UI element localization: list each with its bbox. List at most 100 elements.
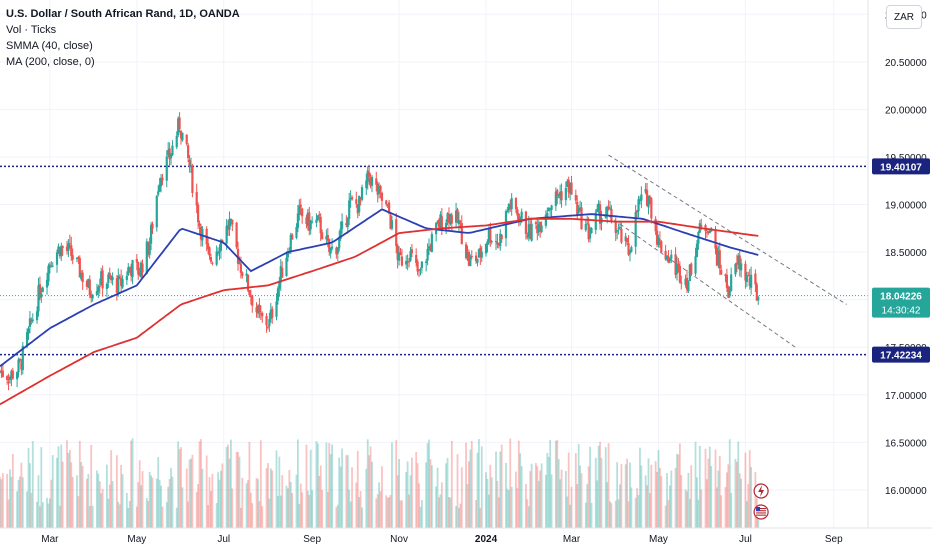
volume-bar <box>187 501 190 528</box>
volume-bar <box>476 452 479 528</box>
candle-body <box>11 370 14 379</box>
candle-body <box>376 183 379 195</box>
volume-bar <box>644 475 647 528</box>
candle-body <box>151 223 154 229</box>
candle-body <box>45 279 49 288</box>
candle-body <box>549 208 552 210</box>
candle-body <box>578 207 582 211</box>
candle-body <box>299 204 302 208</box>
volume-bar <box>237 451 239 528</box>
candle-body <box>31 319 34 321</box>
candle-body <box>248 290 251 295</box>
x-tick-label: Jul <box>739 534 752 545</box>
candle-body <box>289 234 292 252</box>
volume-bar <box>734 458 737 528</box>
volume-bar <box>288 469 291 528</box>
candle-body <box>665 255 669 260</box>
legend-ma[interactable]: MA (200, close, 0) <box>6 56 95 68</box>
candle-body <box>208 247 211 256</box>
candle-body <box>216 252 220 254</box>
volume-bar <box>540 463 543 528</box>
candle-body <box>311 221 314 223</box>
candle-body <box>355 199 358 204</box>
candle-body <box>464 244 468 259</box>
currency-button[interactable]: ZAR <box>886 5 922 29</box>
candle-body <box>218 251 221 253</box>
y-tick-label: 18.50000 <box>885 248 927 259</box>
volume-bar <box>396 475 399 528</box>
volume-bar <box>577 444 580 528</box>
volume-bar <box>401 500 403 528</box>
volume-bar <box>175 507 178 528</box>
volume-bar <box>229 439 232 528</box>
candle-body <box>296 213 299 228</box>
candle-body <box>617 227 620 229</box>
volume-bar <box>584 502 587 528</box>
volume-bar <box>428 439 430 528</box>
volume-bar <box>259 440 262 528</box>
volume-bar <box>371 461 373 528</box>
volume-bar <box>376 494 379 528</box>
volume-bar <box>348 489 351 528</box>
volume-bar <box>27 447 30 528</box>
volume-bar <box>118 504 121 528</box>
candle-body <box>301 208 304 217</box>
chart-icons[interactable] <box>753 483 769 520</box>
candle-body <box>577 209 580 214</box>
volume-bar <box>161 506 164 528</box>
candle-body <box>560 191 563 201</box>
volume-bar <box>110 450 113 528</box>
volume-bar <box>590 502 593 528</box>
candle-body <box>630 247 633 252</box>
volume-bar <box>56 457 58 528</box>
volume-bar <box>128 501 131 528</box>
volume-bar <box>479 507 482 528</box>
candle-body <box>206 243 210 250</box>
volume-bar <box>211 473 214 528</box>
candle-body <box>634 212 637 247</box>
volume-bar <box>46 497 48 528</box>
candle-body <box>745 275 748 283</box>
volume-bar <box>39 506 41 528</box>
legend-volume[interactable]: Vol · Ticks <box>6 24 57 36</box>
candle-body <box>479 247 482 257</box>
candle-body <box>477 249 480 258</box>
candle-body <box>620 228 623 243</box>
candle-body <box>326 234 329 241</box>
volume-bar <box>449 497 452 528</box>
candle-body <box>534 222 538 224</box>
legend-smma[interactable]: SMMA (40, close) <box>6 40 93 52</box>
volume-bar <box>654 461 657 528</box>
candle-body <box>536 225 539 234</box>
legend-title[interactable]: U.S. Dollar / South African Rand, 1D, OA… <box>6 8 240 20</box>
candle-body <box>140 262 143 278</box>
candle-body <box>657 237 660 246</box>
volume-bar <box>539 470 542 528</box>
volume-bar <box>496 480 499 528</box>
trend-channel[interactable] <box>608 154 847 348</box>
candle-body <box>349 198 352 200</box>
volume-bar <box>596 480 599 528</box>
candle-body <box>158 184 161 192</box>
volume-bar <box>207 504 209 528</box>
candle-body <box>87 279 90 287</box>
volume-bar <box>265 468 268 528</box>
volume-bar <box>41 502 44 528</box>
volume-bar <box>429 459 432 528</box>
candle-body <box>167 149 170 156</box>
volume-bar <box>301 492 304 528</box>
candle-body <box>470 255 473 257</box>
volume-bar <box>66 440 68 528</box>
candle-body <box>115 278 118 293</box>
candle-body <box>197 204 200 223</box>
time-axis[interactable]: Mar May Jul Sep Nov 2024 Mar May Jul Sep <box>41 534 843 545</box>
volume-bar <box>398 459 400 528</box>
candle-body <box>410 249 414 254</box>
candle-body <box>707 230 710 233</box>
candle-body <box>559 192 562 197</box>
volume-bar <box>416 463 419 528</box>
candle-body <box>750 274 753 288</box>
candle-body <box>295 226 298 238</box>
